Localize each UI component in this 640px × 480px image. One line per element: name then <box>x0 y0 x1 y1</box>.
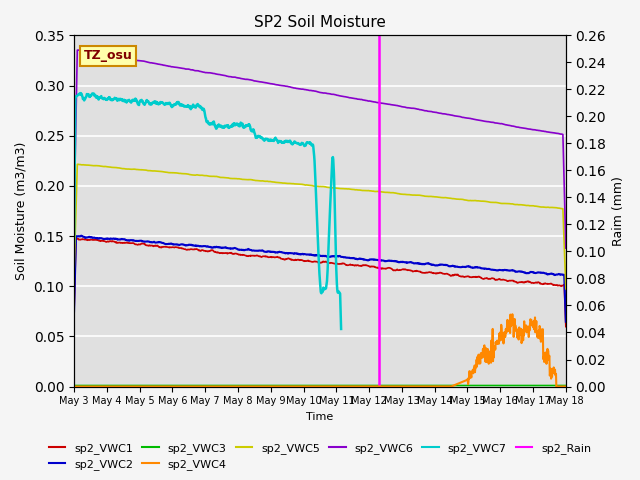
Y-axis label: Raim (mm): Raim (mm) <box>612 176 625 246</box>
Text: TZ_osu: TZ_osu <box>84 49 132 62</box>
X-axis label: Time: Time <box>307 412 333 422</box>
Title: SP2 Soil Moisture: SP2 Soil Moisture <box>254 15 386 30</box>
Y-axis label: Soil Moisture (m3/m3): Soil Moisture (m3/m3) <box>15 142 28 280</box>
Legend: sp2_VWC1, sp2_VWC2, sp2_VWC3, sp2_VWC4, sp2_VWC5, sp2_VWC6, sp2_VWC7, sp2_Rain: sp2_VWC1, sp2_VWC2, sp2_VWC3, sp2_VWC4, … <box>44 438 596 474</box>
